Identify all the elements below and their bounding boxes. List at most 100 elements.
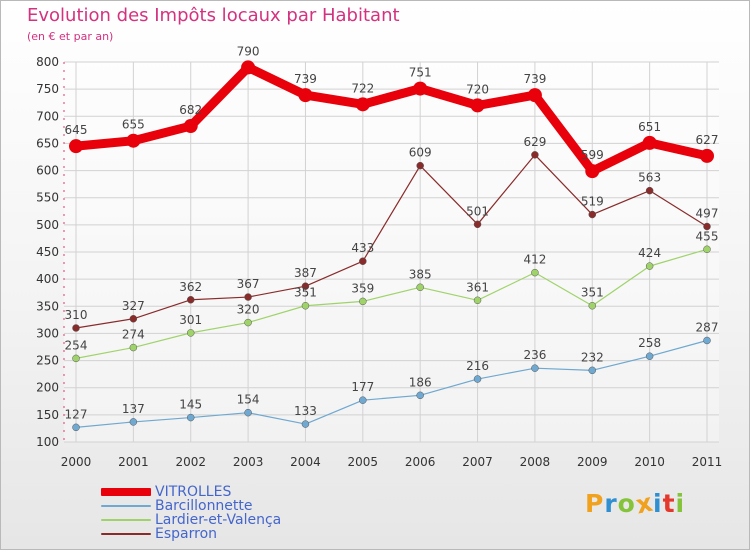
data-point xyxy=(129,418,138,426)
legend-item-esparron: Esparron xyxy=(101,526,321,542)
data-point xyxy=(183,119,198,134)
data-label: 563 xyxy=(638,171,661,185)
logo-letter: t xyxy=(662,489,676,518)
data-label: 501 xyxy=(466,204,489,218)
data-point xyxy=(301,420,310,428)
data-label: 327 xyxy=(122,299,145,313)
data-label: 497 xyxy=(696,206,719,220)
data-point xyxy=(703,336,711,345)
data-point xyxy=(416,391,424,400)
data-point xyxy=(186,329,195,337)
x-tick-label: 2009 xyxy=(577,455,608,469)
data-point xyxy=(531,151,539,159)
data-label: 274 xyxy=(122,328,145,342)
data-point xyxy=(473,375,482,383)
data-label: 655 xyxy=(122,118,145,132)
legend-label: Barcillonnette xyxy=(155,498,253,514)
data-label: 387 xyxy=(294,266,317,280)
data-label: 651 xyxy=(638,120,661,134)
x-tick-label: 2006 xyxy=(405,455,436,469)
y-tick-label: 800 xyxy=(36,55,59,69)
legend-item-barcillonnette: Barcillonnette xyxy=(101,498,321,514)
legend-label: Lardier-et-Valença xyxy=(155,512,282,528)
x-tick-label: 2004 xyxy=(290,455,321,469)
data-point xyxy=(355,97,370,112)
series-line-esparron xyxy=(75,154,708,329)
logo-letter: o xyxy=(617,489,636,518)
y-tick-label: 700 xyxy=(36,109,59,123)
y-tick-label: 650 xyxy=(36,136,59,150)
data-label: 287 xyxy=(696,320,719,334)
data-point xyxy=(473,220,482,229)
data-point xyxy=(72,324,80,332)
data-label: 455 xyxy=(696,229,719,243)
data-point xyxy=(186,296,195,304)
x-tick-label: 2002 xyxy=(175,455,206,469)
data-point xyxy=(703,222,711,231)
series-line-barcillonnette xyxy=(75,339,708,428)
data-label: 145 xyxy=(179,398,202,412)
y-tick-label: 350 xyxy=(36,299,59,313)
legend-swatch xyxy=(101,488,151,496)
data-label: 722 xyxy=(351,81,374,95)
data-label: 361 xyxy=(466,280,489,294)
data-point xyxy=(645,352,654,360)
data-point xyxy=(527,88,542,103)
y-tick-label: 150 xyxy=(36,408,59,422)
data-label: 177 xyxy=(351,380,374,394)
data-point xyxy=(186,413,195,422)
data-point xyxy=(129,343,138,352)
data-point xyxy=(359,297,367,306)
x-tick-label: 2007 xyxy=(462,455,493,469)
x-tick-label: 2005 xyxy=(348,455,379,469)
data-point xyxy=(531,268,539,277)
y-tick-label: 550 xyxy=(36,191,59,205)
data-point xyxy=(645,262,654,270)
data-point xyxy=(416,161,424,170)
data-point xyxy=(700,148,714,163)
data-point xyxy=(585,164,600,179)
data-label: 629 xyxy=(523,135,546,149)
data-point xyxy=(359,396,367,404)
data-point xyxy=(645,186,654,195)
data-point xyxy=(703,245,711,254)
data-label: 359 xyxy=(351,281,374,295)
data-label: 751 xyxy=(409,66,432,80)
data-label: 385 xyxy=(409,267,432,281)
data-point xyxy=(642,135,657,150)
data-point xyxy=(473,296,482,305)
data-point xyxy=(129,315,138,323)
y-tick-label: 450 xyxy=(36,245,59,259)
data-label: 351 xyxy=(581,286,604,300)
chart-title: Evolution des Impôts locaux par Habitant xyxy=(27,5,400,26)
data-label: 790 xyxy=(237,44,260,58)
logo-letter: i xyxy=(675,489,686,518)
data-label: 320 xyxy=(237,303,260,317)
series-line-vitrolles xyxy=(71,62,712,176)
x-tick-label: 2010 xyxy=(634,455,665,469)
data-point xyxy=(470,98,485,113)
data-label: 301 xyxy=(179,313,202,327)
data-label: 367 xyxy=(237,277,260,291)
data-label: 362 xyxy=(179,280,202,294)
data-label: 433 xyxy=(351,241,374,255)
data-label: 351 xyxy=(294,286,317,300)
data-point xyxy=(72,423,80,432)
y-tick-label: 100 xyxy=(36,435,59,449)
legend: VITROLLES Barcillonnette Lardier-et-Vale… xyxy=(101,484,321,542)
legend-swatch xyxy=(101,533,151,535)
data-point xyxy=(531,364,539,372)
data-point xyxy=(416,283,424,292)
data-point xyxy=(244,293,252,301)
data-label: 254 xyxy=(65,338,88,352)
data-point xyxy=(588,366,597,375)
data-label: 137 xyxy=(122,402,145,416)
data-label: 739 xyxy=(294,72,317,86)
data-label: 645 xyxy=(65,123,88,137)
x-tick-label: 2000 xyxy=(61,455,92,469)
legend-item-lardier-et-valenca: Lardier-et-Valença xyxy=(101,512,321,528)
x-tick-label: 2008 xyxy=(520,455,551,469)
chart-subtitle: (en € et par an) xyxy=(27,30,114,43)
data-point xyxy=(301,301,310,310)
